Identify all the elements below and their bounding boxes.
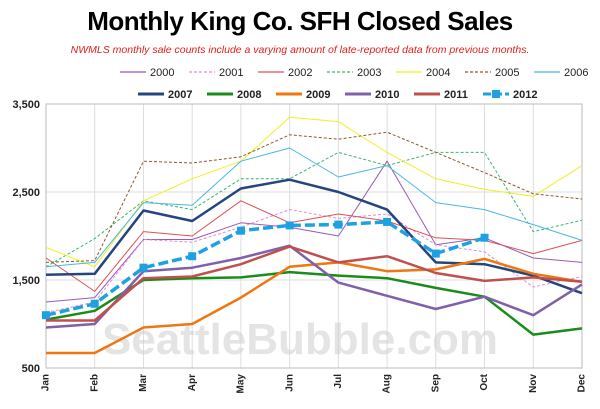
x-tick-label: Sep <box>430 374 441 392</box>
legend-label-2009: 2009 <box>306 89 330 101</box>
x-tick-label: Dec <box>577 374 588 393</box>
x-tick-label: Mar <box>138 374 149 392</box>
x-tick-label: May <box>236 374 247 394</box>
legend-label-2004: 2004 <box>426 67 450 79</box>
legend-marker-2012 <box>492 90 500 98</box>
data-point-2012 <box>285 221 294 230</box>
y-tick-label: 500 <box>22 363 40 375</box>
legend-label-2007: 2007 <box>168 89 192 101</box>
data-point-2012 <box>383 217 392 226</box>
legend-label-2010: 2010 <box>375 89 399 101</box>
x-tick-label: Jun <box>284 374 295 392</box>
y-tick-label: 2,500 <box>12 187 40 199</box>
series-line-2003 <box>45 151 583 268</box>
series-line-2007 <box>45 178 583 295</box>
data-point-2012 <box>236 226 245 235</box>
x-tick-label: Jul <box>333 374 344 389</box>
data-point-2012 <box>480 233 489 242</box>
chart-subtitle: NWMLS monthly sale counts include a vary… <box>70 44 530 56</box>
chart-title: Monthly King Co. SFH Closed Sales <box>87 6 513 36</box>
legend-label-2002: 2002 <box>288 67 312 79</box>
axes: 500 1,500 2,500 3,500 Jan Feb Mar Apr May Jun Jul A… <box>12 99 587 393</box>
legend-label-2003: 2003 <box>357 67 381 79</box>
legend-label-2000: 2000 <box>150 67 174 79</box>
plot-border <box>45 103 583 369</box>
data-point-2012 <box>139 263 148 272</box>
data-point-2012 <box>334 220 343 229</box>
x-tick-label: Oct <box>479 373 490 390</box>
legend-label-2011: 2011 <box>444 89 468 101</box>
legend-label-2005: 2005 <box>495 67 519 79</box>
x-tick-label: Aug <box>382 374 393 393</box>
data-point-2012 <box>188 252 197 261</box>
x-tick-label: Nov <box>528 374 539 393</box>
series-line-2001 <box>45 209 583 314</box>
x-tick-label: Feb <box>89 374 100 392</box>
series-line-2012 <box>45 220 486 317</box>
series-line-2011 <box>46 245 583 322</box>
y-tick-label: 1,500 <box>12 275 40 287</box>
data-point-2012 <box>90 299 99 308</box>
y-tick-label: 3,500 <box>12 99 40 111</box>
x-tick-label: Jan <box>41 374 52 391</box>
data-point-2012 <box>431 249 440 258</box>
data-point-2012 <box>42 311 50 320</box>
series-line-2002 <box>45 200 583 292</box>
watermark-text: SeattleBubble.com <box>102 315 498 364</box>
series-line-2006 <box>45 147 583 268</box>
legend-label-2008: 2008 <box>237 89 261 101</box>
series-line-2010 <box>45 244 583 329</box>
legend: 2000 2001 2002 2003 2004 2005 2006 2007 2008 2009… <box>120 67 588 101</box>
series-group <box>42 116 583 355</box>
series-line-2005 <box>45 131 583 263</box>
legend-label-2001: 2001 <box>219 67 243 79</box>
x-tick-label: Apr <box>187 374 198 391</box>
legend-label-2006: 2006 <box>564 67 588 79</box>
legend-label-2012: 2012 <box>513 89 537 101</box>
